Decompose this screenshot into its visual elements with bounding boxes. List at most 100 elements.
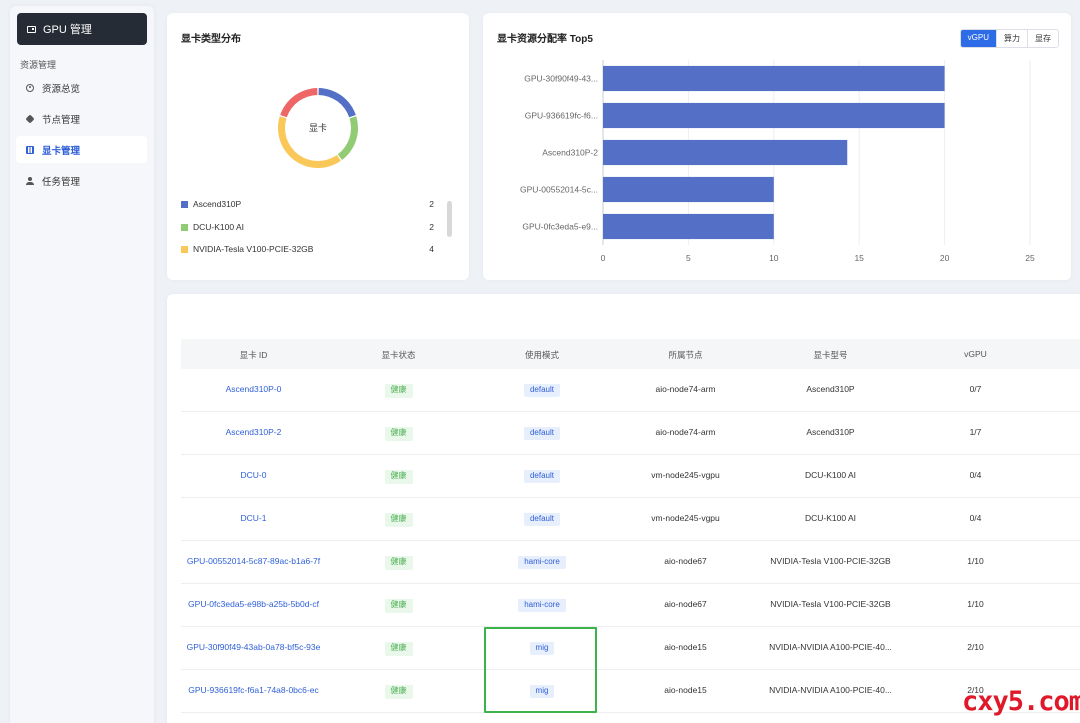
status-badge: 健康: [384, 556, 413, 570]
donut-slice[interactable]: [318, 88, 356, 118]
legend-name: DCU-K100 AI: [193, 222, 245, 232]
gpu-id-link[interactable]: DCU-1: [240, 513, 267, 523]
column-header-status[interactable]: 显卡状态: [381, 350, 416, 360]
tab-vgpu[interactable]: vGPU: [960, 30, 997, 47]
legend-swatch: [181, 223, 188, 231]
sidebar-item-overview[interactable]: 资源总览: [16, 74, 147, 101]
model-cell: NVIDIA-Tesla V100-PCIE-32GB: [770, 556, 891, 566]
gpu-id-link[interactable]: GPU-30f90f49-43ab-0a78-bf5c-93e: [186, 642, 321, 652]
mode-tag: default: [523, 384, 561, 397]
node-cell: vm-node245-vgpu: [651, 513, 720, 523]
tab-compute[interactable]: 算力: [997, 30, 1028, 47]
vgpu-cell: 0/4: [969, 470, 982, 480]
table-row: Ascend310P-0 健康 default aio-node74-arm Ascen…: [181, 369, 1080, 412]
brand-label: GPU 管理: [43, 24, 92, 36]
x-tick-label: 10: [769, 253, 779, 263]
node-cell: aio-node67: [664, 599, 707, 609]
gpu-type-title: 显卡类型分布: [181, 34, 241, 45]
status-badge: 健康: [384, 642, 413, 656]
vgpu-cell: 2/10: [967, 685, 984, 695]
donut-slice[interactable]: [278, 116, 341, 168]
y-category-label: GPU-0fc3eda5-e9...: [522, 222, 598, 232]
tab-memory[interactable]: 显存: [1028, 30, 1058, 47]
node-cell: aio-node67: [664, 556, 707, 566]
sidebar-item-tasks[interactable]: 任务管理: [16, 167, 147, 194]
gpu-icon: [27, 25, 36, 33]
x-tick-label: 25: [1025, 253, 1035, 263]
table-row: Ascend310P-2 健康 default aio-node74-arm Ascen…: [181, 412, 1080, 455]
legend-item[interactable]: NVIDIA-Tesla V100-PCIE-32GB 4: [181, 242, 434, 256]
status-badge: 健康: [384, 470, 413, 484]
bar[interactable]: [603, 213, 774, 240]
sidebar-item-nodes[interactable]: 节点管理: [16, 105, 147, 132]
task-icon: [26, 176, 34, 185]
status-badge: 健康: [384, 599, 413, 613]
node-icon: [25, 113, 35, 124]
section-title: 资源管理: [20, 60, 57, 70]
mode-tag: default: [523, 427, 561, 440]
status-cell: 健康: [326, 599, 471, 613]
donut-center-label: 显卡: [309, 122, 327, 133]
model-cell: NVIDIA-NVIDIA A100-PCIE-40...: [769, 642, 892, 652]
status-badge: 健康: [384, 384, 413, 398]
table-row: GPU-00552014-5c87-89ac-b1a6-7f 健康 hami-cor…: [181, 541, 1080, 584]
column-header-mode[interactable]: 使用模式: [524, 350, 559, 360]
table-header: 显卡 ID 显卡状态 使用模式 所属节点 显卡型号 vGPU: [181, 339, 1080, 369]
mig-highlight-box: [484, 627, 597, 713]
sidebar-item-gpus[interactable]: 显卡管理: [16, 136, 147, 163]
legend-swatch: [181, 200, 188, 208]
metric-tabs: vGPU 算力 显存: [959, 29, 1059, 48]
column-header-node[interactable]: 所属节点: [668, 350, 703, 360]
node-cell: aio-node74-arm: [655, 427, 716, 437]
bar[interactable]: [603, 102, 945, 129]
gpu-id-link[interactable]: GPU-936619fc-f6a1-74a8-0bc6-ec: [188, 685, 319, 695]
allocation-bar-chart: 0 5 10 15 20 25 GPU-30f90f49-43... GPU-936619fc…: [520, 60, 1035, 263]
node-cell: aio-node74-arm: [655, 384, 716, 394]
x-tick-label: 0: [601, 253, 606, 263]
gpu-id-link[interactable]: GPU-00552014-5c87-89ac-b1a6-7f: [186, 556, 321, 566]
allocation-top5-card: 显卡资源分配率 Top5 vGPU 算力 显存 0 5 10 15 20 25 GPU-30…: [483, 13, 1071, 280]
legend-item[interactable]: Ascend310P 2: [181, 197, 434, 211]
vgpu-cell: 0/7: [969, 384, 982, 394]
bar[interactable]: [603, 139, 848, 166]
column-header-id[interactable]: 显卡 ID: [239, 350, 268, 360]
column-header-vgpu[interactable]: vGPU: [964, 349, 987, 359]
table-row: GPU-936619fc-f6a1-74a8-0bc6-ec 健康 mig aio-n…: [181, 670, 1080, 713]
sidebar: GPU 管理 资源管理 资源总览 节点管理 显卡管理 任务管理: [10, 6, 154, 723]
table-row: DCU-1 健康 default vm-node245-vgpu DCU-K100 AI…: [181, 498, 1080, 541]
gpu-id-link[interactable]: Ascend310P-0: [225, 384, 282, 394]
mode-cell: mig: [471, 685, 613, 698]
model-cell: DCU-K100 AI: [804, 513, 857, 523]
status-badge: 健康: [384, 513, 413, 527]
status-cell: 健康: [326, 427, 471, 441]
mode-cell: mig: [471, 642, 613, 655]
node-cell: aio-node15: [664, 685, 707, 695]
brand-button[interactable]: GPU 管理: [17, 13, 147, 45]
vgpu-cell: 0/4: [969, 513, 982, 523]
column-header-model[interactable]: 显卡型号: [813, 350, 848, 360]
legend-name: Ascend310P: [193, 199, 242, 209]
vgpu-cell: 1/7: [969, 427, 982, 437]
mode-cell: default: [471, 513, 613, 526]
y-category-label: Ascend310P-2: [542, 148, 598, 158]
legend-item[interactable]: DCU-K100 AI 2: [181, 220, 434, 234]
status-cell: 健康: [326, 642, 471, 656]
legend-value: 2: [429, 199, 434, 209]
legend-swatch: [181, 245, 188, 253]
sidebar-item-label: 节点管理: [42, 114, 81, 126]
sidebar-item-label: 任务管理: [42, 176, 81, 188]
y-category-label: GPU-30f90f49-43...: [524, 74, 598, 84]
gpu-id-link[interactable]: GPU-0fc3eda5-e98b-a25b-5b0d-cf: [188, 599, 319, 609]
gpu-id-link[interactable]: DCU-0: [240, 470, 267, 480]
legend-scrollbar[interactable]: [447, 201, 452, 237]
status-cell: 健康: [326, 513, 471, 527]
bar[interactable]: [603, 176, 774, 203]
mode-tag: mig: [529, 685, 555, 698]
legend-name: NVIDIA-Tesla V100-PCIE-32GB: [193, 244, 314, 254]
mode-cell: default: [471, 427, 613, 440]
donut-slice[interactable]: [280, 88, 318, 118]
bar[interactable]: [603, 65, 945, 92]
gpu-type-donut-chart: 显卡: [278, 88, 358, 168]
gpu-id-link[interactable]: Ascend310P-2: [225, 427, 282, 437]
donut-slice[interactable]: [337, 116, 358, 160]
